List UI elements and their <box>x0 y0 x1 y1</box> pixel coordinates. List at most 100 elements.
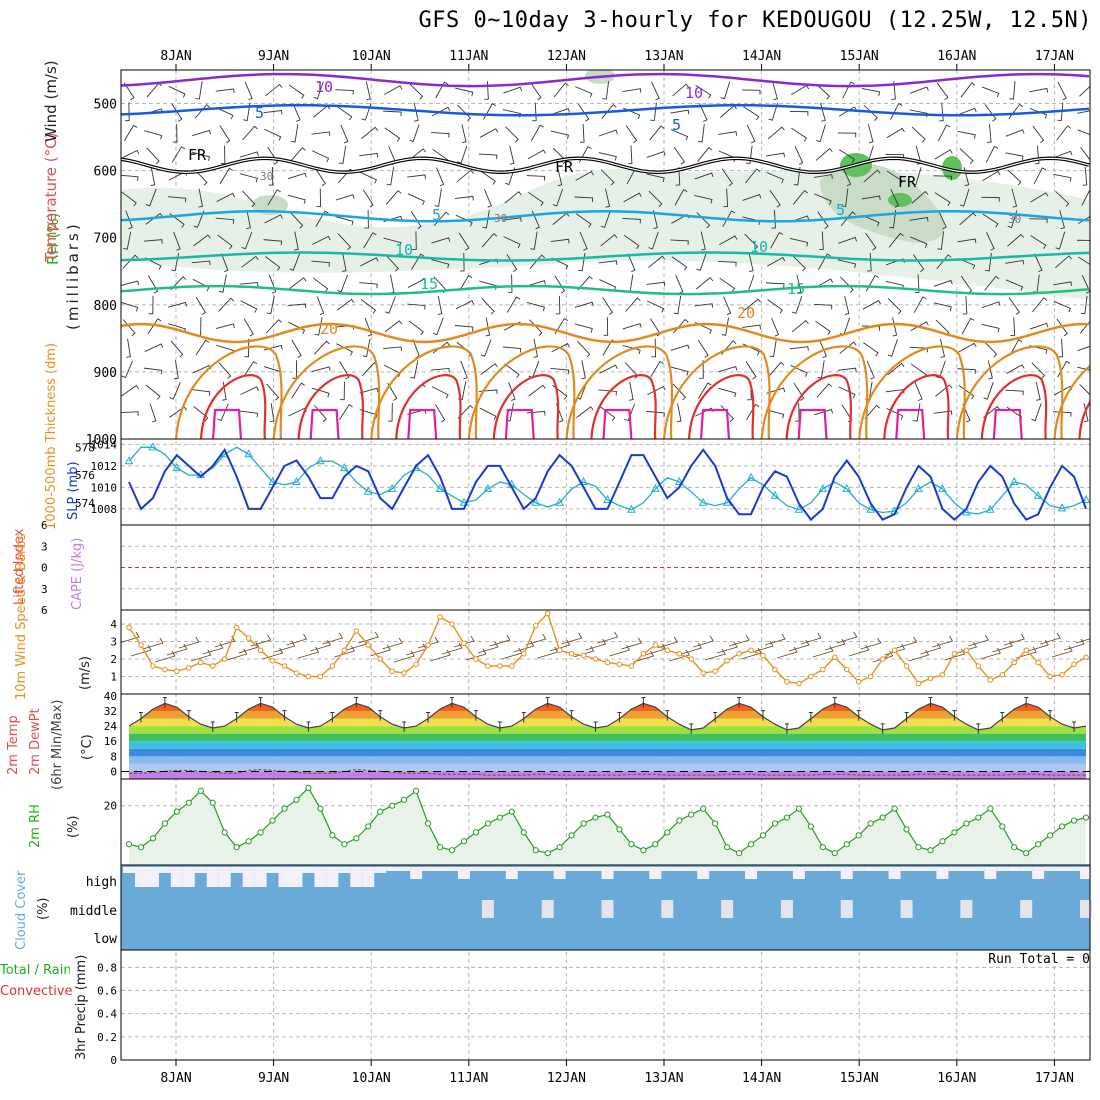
wind-barb <box>339 361 350 380</box>
thickness-point <box>842 483 852 492</box>
wind-barb <box>457 145 468 164</box>
minmax-mark <box>880 723 885 734</box>
wind-barb <box>218 274 227 293</box>
wind-barb <box>121 174 139 181</box>
contour-label: FR <box>188 146 207 164</box>
cloud-gap-high <box>780 867 793 871</box>
wind-barb <box>216 107 234 120</box>
wind-barb <box>195 339 210 356</box>
wind-barb <box>723 296 732 316</box>
temp-band <box>129 726 1086 734</box>
cloud-gap-high <box>469 867 482 871</box>
thickness-point <box>459 497 469 506</box>
wind-barb <box>719 235 738 246</box>
rh-point <box>664 829 671 836</box>
wind-barb <box>887 339 898 357</box>
rh-point <box>640 847 647 854</box>
wind-barb <box>961 317 975 335</box>
cloud-gap-high <box>864 867 877 871</box>
wind-barb <box>337 233 352 251</box>
wind-barb <box>771 317 780 337</box>
wind-barb <box>147 318 162 335</box>
cloud-gap-high <box>613 867 626 871</box>
wind-barb <box>456 169 474 183</box>
minmax-mark <box>784 723 789 734</box>
wind-barb <box>457 404 474 420</box>
contour-30 <box>395 374 462 439</box>
wind10m-point <box>1035 659 1041 666</box>
wind10m-barb <box>776 646 798 659</box>
wind-barb <box>503 86 523 94</box>
wind-barb <box>815 320 831 336</box>
temp-line <box>128 702 1087 731</box>
wind-barb <box>242 125 258 141</box>
contour-label: 10 <box>685 84 703 102</box>
wind-barb <box>863 105 878 122</box>
wind10m-point <box>1059 671 1065 678</box>
x-tick-top: 9JAN <box>258 49 289 64</box>
cloud-gap-high <box>996 867 1009 871</box>
rh-shade-high <box>942 156 962 180</box>
wind-barb <box>340 124 349 144</box>
wind-barb <box>1029 87 1049 93</box>
wind-tick: 1 <box>110 671 117 684</box>
cloud-gap-high <box>218 867 231 887</box>
wind-barb <box>1010 317 1016 336</box>
wind10m-point <box>891 647 898 654</box>
wind-barb <box>193 406 209 422</box>
wind10m-point <box>592 656 599 662</box>
wind10m-point <box>1023 647 1029 654</box>
rh-point <box>161 820 168 827</box>
wind-barb <box>364 317 373 337</box>
wind-barb <box>958 342 977 353</box>
wind10m-point <box>1047 673 1053 680</box>
cloud-gap-high <box>625 867 638 871</box>
wind-barb <box>531 210 540 230</box>
wind-barb <box>936 254 952 270</box>
wind-barb <box>769 338 777 358</box>
cloud-gap-middle <box>900 900 913 918</box>
wind-barb <box>935 384 953 397</box>
wind-barb <box>480 170 496 185</box>
li-tick: 0 <box>41 562 48 575</box>
rh-point <box>389 802 396 809</box>
wind-barb <box>817 360 825 379</box>
thickness-point <box>531 497 541 506</box>
wind-barb <box>720 105 737 118</box>
temp-band <box>129 748 1086 757</box>
rh-point <box>245 838 252 845</box>
wind10m-point <box>473 656 479 662</box>
wind-barb <box>819 231 824 251</box>
wind-barb <box>817 211 829 230</box>
wind-barb <box>268 166 274 186</box>
wind-barb <box>340 381 345 401</box>
wind-barb <box>1011 188 1018 208</box>
wind-barb <box>220 145 226 165</box>
wind10m-point <box>927 675 934 682</box>
temp-band <box>129 763 1086 772</box>
wind-barb <box>503 236 521 249</box>
wind10m-point <box>497 663 503 669</box>
rh-point <box>592 814 599 821</box>
cloud-gap-high <box>757 867 770 871</box>
temp-band <box>129 741 1086 749</box>
wind10m-barb <box>896 636 918 649</box>
wind-barb <box>263 239 283 246</box>
temperature-side-label: Temperature (°C) <box>42 132 60 262</box>
contour-25 <box>663 345 771 439</box>
wind-barb <box>933 302 952 311</box>
wind-barb <box>746 124 756 144</box>
wind-barb <box>265 256 281 271</box>
cloud-gap-high <box>673 867 686 871</box>
wind-barb <box>265 83 283 97</box>
wind10m-point <box>700 670 707 676</box>
wind-barb <box>149 403 157 423</box>
wind10m-point <box>712 668 718 675</box>
wind10m-barb <box>465 648 487 661</box>
wind-barb <box>790 237 809 247</box>
contour-label: 10 <box>395 241 413 259</box>
li-tick: 3 <box>41 583 48 596</box>
wind10m-barb <box>788 639 810 652</box>
wind10m-point <box>293 670 300 676</box>
wind10m-point <box>831 654 838 661</box>
